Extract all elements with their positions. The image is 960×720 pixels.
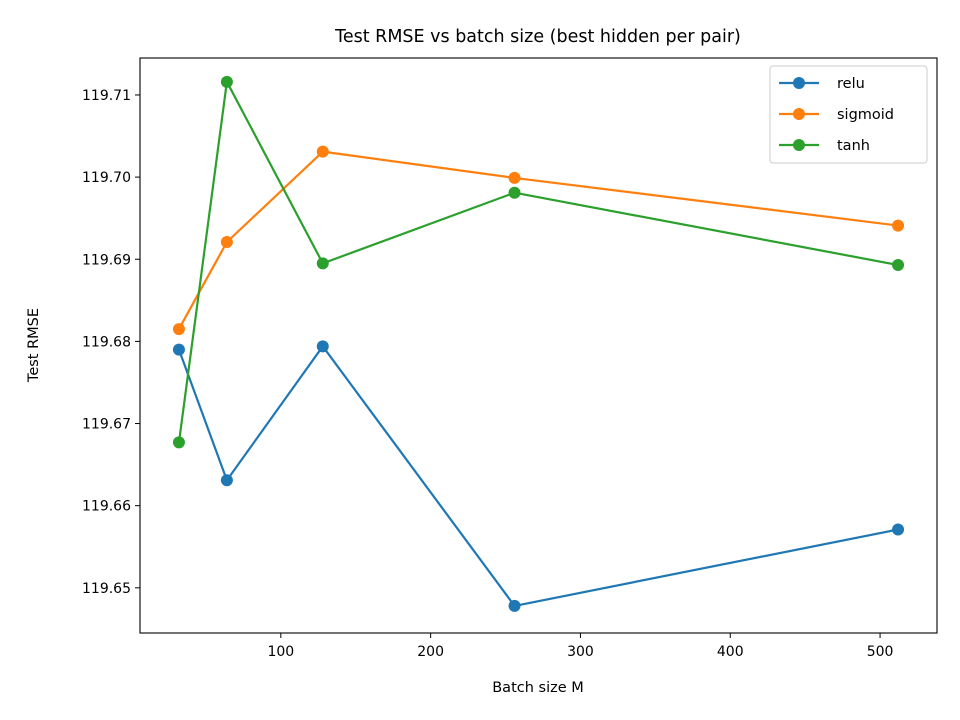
data-point-relu [172,343,185,356]
chart-title: Test RMSE vs batch size (best hidden per… [334,27,741,47]
y-tick-label: 119.71 [82,88,131,104]
series-line-relu [177,345,899,607]
legend-marker-sigmoid [793,108,805,120]
legend-label-relu: relu [837,76,865,92]
series-line-sigmoid [177,150,899,330]
legend-marker-tanh [793,139,805,151]
legend-marker-relu [793,77,805,89]
y-tick-label: 119.69 [82,252,131,268]
y-tick-label: 119.70 [82,170,131,186]
data-point-relu [316,340,329,353]
x-axis-ticks: 100 200 300 400 500 [267,633,893,660]
x-tick-label: 100 [267,644,294,660]
series-layer [172,75,905,612]
data-point-sigmoid [220,236,233,248]
y-tick-label: 119.67 [82,417,131,433]
y-tick-label: 119.66 [82,499,131,515]
data-point-relu [508,599,521,612]
data-point-sigmoid [316,145,329,158]
data-point-tanh [220,75,233,88]
data-point-sigmoid [892,219,905,232]
x-tick-label: 300 [567,644,594,660]
y-tick-label: 119.65 [82,581,131,597]
series-sigmoid [172,145,905,336]
data-point-tanh [892,259,905,271]
legend-label-tanh: tanh [837,138,870,154]
data-point-relu [892,523,905,536]
series-relu [172,340,905,612]
y-tick-label: 119.68 [82,334,131,350]
data-point-tanh [172,436,185,449]
x-tick-label: 400 [717,644,744,660]
x-axis-label: Batch size M [492,680,584,696]
legend-box [769,65,928,164]
data-point-relu [220,474,233,487]
legend-label-sigmoid: sigmoid [837,107,894,123]
y-axis-ticks: 119.65 119.66 119.67 119.68 119.69 119.70 119.… [82,88,140,597]
x-tick-label: 500 [867,644,894,660]
y-axis-label: Test RMSE [26,308,42,383]
data-point-sigmoid [172,323,185,336]
data-point-sigmoid [508,171,521,184]
plot-frame [139,57,938,634]
x-tick-label: 200 [417,644,444,660]
legend: relu sigmoid tanh [769,65,928,164]
data-point-tanh [508,186,521,199]
series-tanh [172,75,905,449]
data-point-tanh [316,257,329,270]
